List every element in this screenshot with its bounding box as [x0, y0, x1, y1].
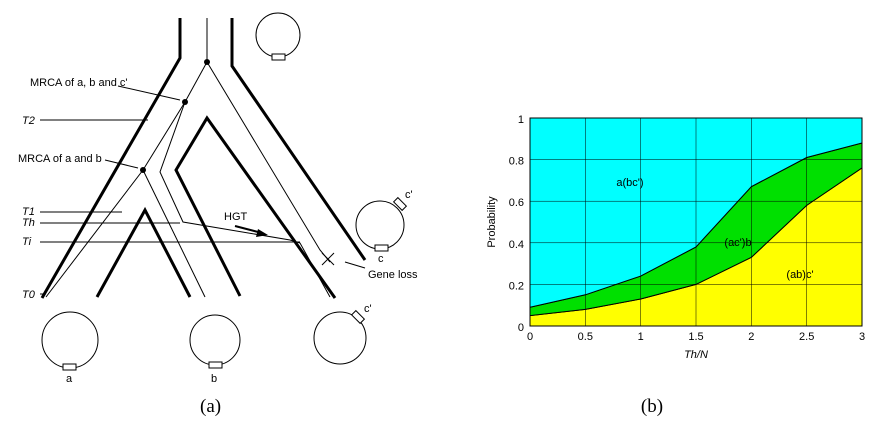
genome	[256, 13, 300, 57]
area-label: (ac')b	[724, 237, 751, 249]
genome	[42, 312, 98, 368]
gene	[352, 311, 365, 324]
x-axis-label: Th/N	[684, 349, 708, 361]
y-axis-label: Probability	[486, 196, 498, 248]
y-tick-label: 0	[518, 322, 524, 334]
gene	[272, 54, 285, 60]
leaf-label: c'	[405, 189, 413, 201]
gene-branch	[160, 102, 330, 297]
species-branch	[232, 18, 365, 260]
node	[140, 167, 146, 173]
label: MRCA of a, b and c'	[30, 77, 127, 89]
gene	[63, 364, 76, 370]
diagram: MRCA of a, b and c' MRCA of a and b T2 T…	[18, 13, 418, 417]
chart: 0 0.5 1 1.5 2 2.5 3 0 0.2 0.4 0.6 0.8 1 Th/N Probabili…	[486, 114, 865, 417]
genome	[356, 201, 404, 249]
gene	[209, 362, 222, 368]
y-tick-label: 1	[518, 114, 524, 126]
x-tick-label: 3	[859, 331, 865, 343]
area-label: a(bc')	[616, 177, 643, 189]
time-label: T2	[22, 115, 35, 127]
gene	[375, 245, 388, 251]
figure: MRCA of a, b and c' MRCA of a and b T2 T…	[0, 0, 870, 421]
x-tick-label: 2	[748, 331, 754, 343]
x-tick-label: 0.5	[578, 331, 593, 343]
pointer	[345, 262, 365, 268]
area-label: (ab)c'	[786, 269, 813, 281]
label: HGT	[224, 211, 248, 223]
y-tick-label: 0.8	[509, 156, 524, 168]
x-tick-label: 0	[527, 331, 533, 343]
time-label: Ti	[22, 236, 32, 248]
leaf-label: b	[211, 373, 217, 385]
label: MRCA of a and b	[18, 153, 102, 165]
caption: (b)	[641, 396, 663, 417]
species-branch	[176, 118, 335, 298]
x-tick-label: 1	[638, 331, 644, 343]
y-tick-label: 0.2	[509, 280, 524, 292]
node	[182, 99, 188, 105]
time-label: Th	[22, 217, 35, 229]
x-tick-label: 1.5	[688, 331, 703, 343]
time-label: T0	[22, 289, 36, 301]
node	[204, 59, 210, 65]
y-tick-label: 0.4	[509, 239, 524, 251]
loss-cross	[322, 253, 334, 265]
gene-branch	[207, 62, 330, 262]
caption: (a)	[200, 396, 221, 417]
leaf-label: c'	[364, 303, 372, 315]
genome	[190, 315, 240, 365]
gene-branch	[143, 170, 205, 297]
y-tick-label: 0.6	[509, 197, 524, 209]
leaf-label: a	[66, 373, 73, 385]
x-tick-label: 2.5	[799, 331, 814, 343]
leaf-label: c	[378, 253, 384, 265]
label: Gene loss	[368, 269, 418, 281]
